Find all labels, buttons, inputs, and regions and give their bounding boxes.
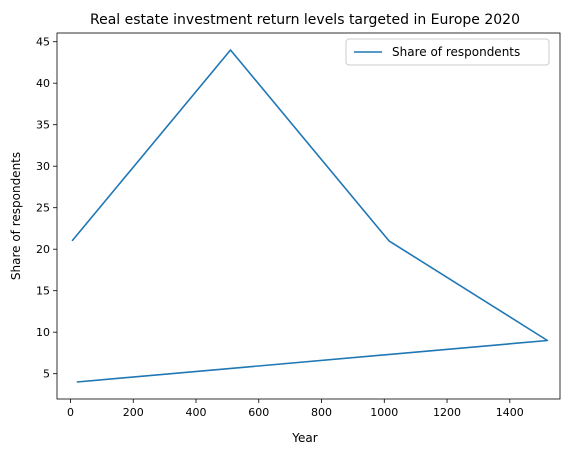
x-tick-label: 600: [248, 406, 269, 419]
x-tick-label: 0: [67, 406, 74, 419]
plot-frame: [56, 32, 561, 400]
y-tick-label: 35: [36, 119, 50, 132]
y-tick-label: 5: [43, 368, 50, 381]
y-tick-label: 20: [36, 243, 50, 256]
chart-title: Real estate investment return levels tar…: [90, 12, 520, 28]
x-tick-label: 1200: [433, 406, 461, 419]
y-tick-label: 30: [36, 160, 50, 173]
y-axis: 5 10 15 20 25 30 35 40 45: [36, 36, 57, 381]
x-tick-label: 400: [186, 406, 207, 419]
x-axis-label: Year: [291, 431, 317, 445]
y-tick-label: 25: [36, 202, 50, 215]
series-line-1: [71, 49, 549, 383]
legend-box: [345, 38, 550, 66]
y-axis-label: Share of respondents: [9, 152, 23, 280]
series-layer: [71, 49, 549, 383]
x-tick-label: 1400: [496, 406, 524, 419]
y-tick-label: 15: [36, 285, 50, 298]
x-tick-label: 800: [311, 406, 332, 419]
x-tick-label: 200: [123, 406, 144, 419]
y-tick-label: 40: [36, 77, 50, 90]
x-tick-label: 1000: [370, 406, 398, 419]
x-axis: 0 200 400 600 800 1000 1200 1400: [67, 399, 524, 419]
y-tick-label: 10: [36, 326, 50, 339]
legend-label: Share of respondents: [392, 45, 520, 59]
legend: Share of respondents: [345, 38, 550, 66]
y-tick-label: 45: [36, 36, 50, 49]
